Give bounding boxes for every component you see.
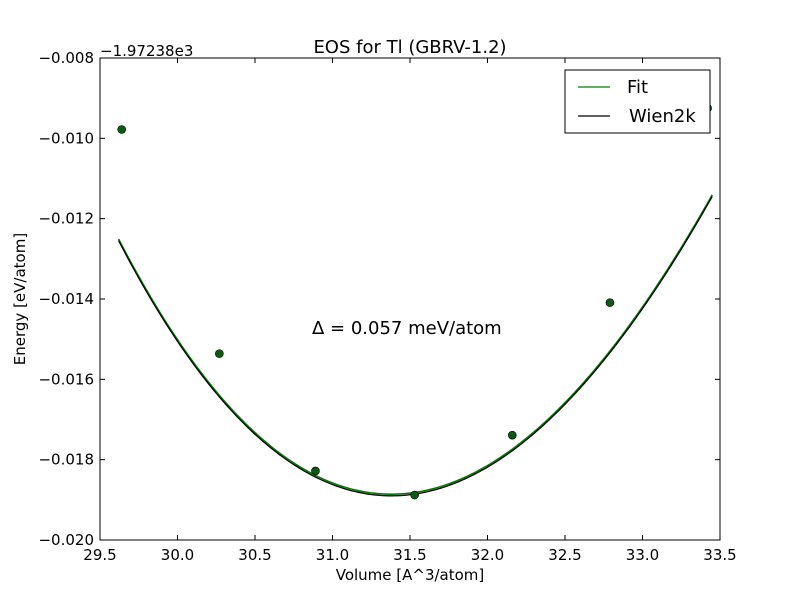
y-offset-label: −1.97238e3 xyxy=(100,42,193,60)
plot-area xyxy=(117,103,713,500)
legend-box xyxy=(564,69,711,134)
y-tick-label: −0.012 xyxy=(38,210,94,228)
x-tick-label: 32.0 xyxy=(471,546,504,564)
axis-ticks: 29.5 30.0 30.5 31.0 31.5 32.0 32.5 33.0 33.5 −0.0… xyxy=(38,49,736,564)
data-point xyxy=(311,466,320,476)
series-line-wien2k xyxy=(118,196,713,497)
x-tick-label: 30.0 xyxy=(161,546,194,564)
legend-label-fit: Fit xyxy=(627,77,648,98)
x-tick-label: 33.5 xyxy=(703,546,736,564)
data-point xyxy=(410,490,419,500)
x-tick-label: 32.5 xyxy=(548,546,581,564)
y-tick-label: −0.014 xyxy=(38,290,94,308)
x-tick-label: 30.5 xyxy=(238,546,271,564)
y-tick-label: −0.018 xyxy=(38,451,94,469)
data-point xyxy=(117,125,126,134)
legend-label-wien2k: Wien2k xyxy=(629,106,696,127)
legend: Fit Wien2k xyxy=(564,69,711,134)
y-tick-label: −0.020 xyxy=(38,531,94,549)
x-axis-label: Volume [A^3/atom] xyxy=(336,566,485,584)
y-axis-label: Energy [eV/atom] xyxy=(11,233,29,365)
chart-title: EOS for Tl (GBRV-1.2) xyxy=(313,37,506,58)
series-line-fit xyxy=(117,194,713,496)
annotation-delta: Δ = 0.057 meV/atom xyxy=(312,318,502,339)
data-point xyxy=(605,298,615,307)
data-point xyxy=(215,349,224,358)
y-tick-label: −0.010 xyxy=(38,129,94,147)
data-point xyxy=(507,430,517,440)
x-tick-label: 31.0 xyxy=(316,546,349,564)
x-tick-label: 31.5 xyxy=(393,546,426,564)
x-tick-label: 33.0 xyxy=(626,546,659,564)
y-tick-label: −0.008 xyxy=(38,49,94,67)
x-tick-label: 29.5 xyxy=(83,546,116,564)
y-tick-label: −0.016 xyxy=(38,370,94,388)
plot-frame xyxy=(99,57,721,541)
